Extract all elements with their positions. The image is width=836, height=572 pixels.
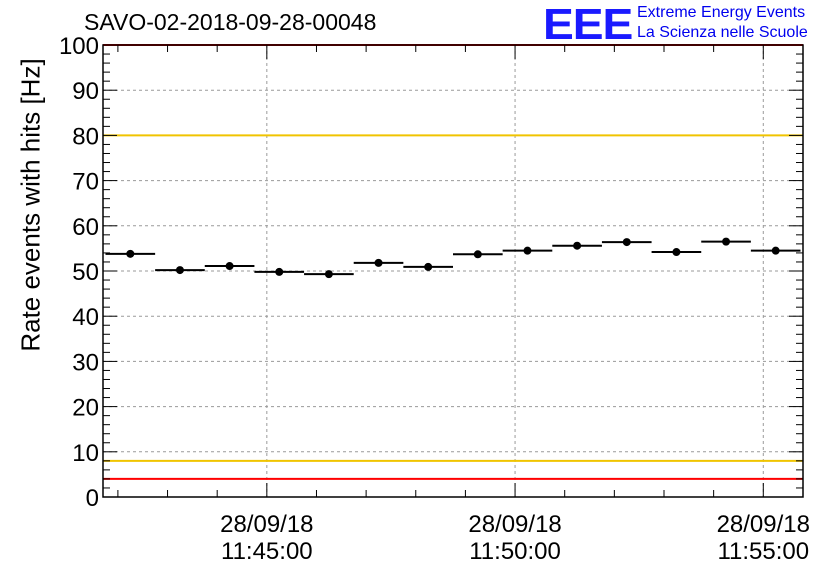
y-tick-label: 10: [72, 440, 99, 467]
y-tick-label: 60: [72, 214, 99, 241]
data-point: [424, 262, 433, 271]
y-tick-label: 100: [59, 33, 99, 60]
y-tick-label: 0: [86, 485, 99, 512]
x-tick-label-date: 28/09/18: [220, 511, 313, 538]
eee-logo-mark: EEE: [543, 0, 633, 49]
data-point: [523, 246, 532, 255]
x-tick-label-time: 11:55:00: [717, 538, 809, 565]
y-tick-label: 50: [72, 259, 99, 286]
x-tick-label-date: 28/09/18: [468, 511, 561, 538]
chart-title: SAVO-02-2018-09-28-00048: [84, 9, 377, 35]
data-point: [225, 262, 234, 271]
data-point: [473, 250, 482, 259]
y-tick-label: 70: [72, 169, 99, 196]
data-point: [622, 238, 631, 247]
logo-line-2: La Scienza nelle Scuole: [637, 24, 808, 41]
y-tick-label: 30: [72, 349, 99, 376]
x-tick-label-date: 28/09/18: [717, 511, 810, 538]
y-tick-label: 80: [72, 123, 99, 150]
logo-line-1: Extreme Energy Events: [637, 4, 806, 21]
data-point: [722, 237, 731, 246]
x-tick-label-time: 11:45:00: [221, 538, 313, 565]
data-point: [672, 248, 681, 257]
y-tick-label: 40: [72, 304, 99, 331]
y-tick-label: 90: [72, 78, 99, 105]
y-tick-label: 20: [72, 395, 99, 422]
data-point: [771, 246, 780, 255]
x-tick-label-time: 11:50:00: [469, 538, 561, 565]
data-point: [126, 249, 135, 258]
data-point: [275, 267, 284, 276]
data-point: [374, 258, 383, 267]
data-point: [573, 241, 582, 250]
data-point: [175, 266, 184, 275]
data-point: [324, 270, 333, 279]
